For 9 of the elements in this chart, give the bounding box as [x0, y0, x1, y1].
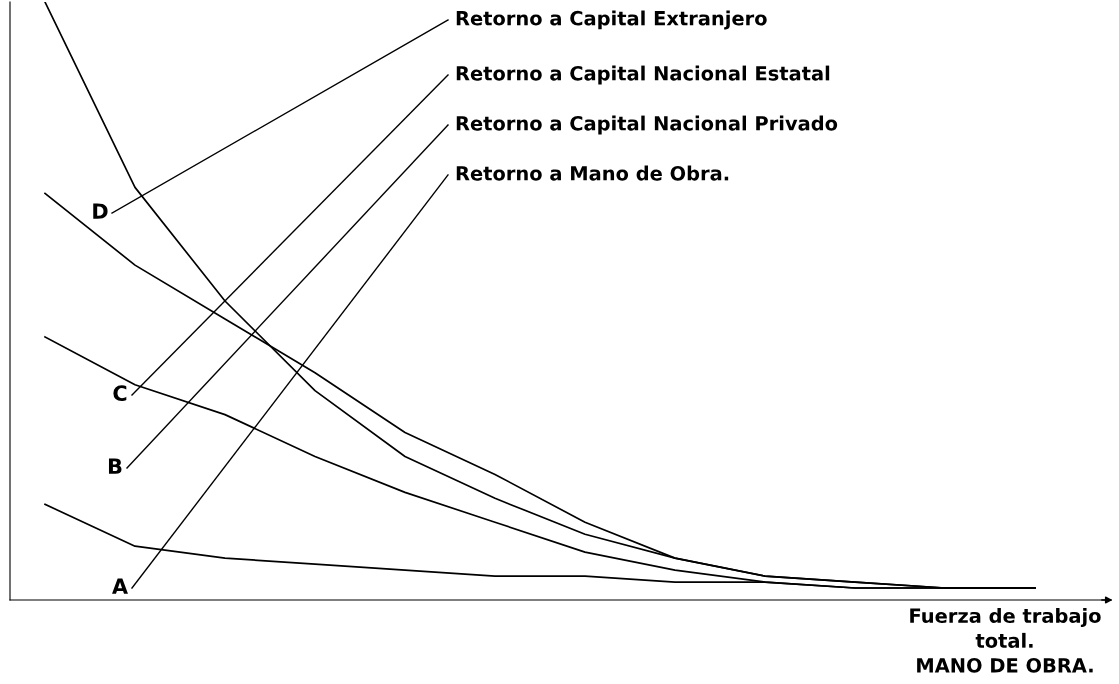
annotation: C: [113, 385, 127, 402]
annotation: Retorno a Mano de Obra.: [456, 165, 729, 181]
annotation: Retorno a Capital Nacional Privado: [456, 115, 838, 135]
x-axis-title: Fuerza de trabajo total. MANO DE OBRA.: [910, 608, 1101, 673]
annotation: A: [112, 578, 128, 594]
annotation: Retorno a Capital Nacional Estatal: [456, 65, 830, 85]
annotation: B: [108, 458, 122, 474]
annotation: Retorno a Capital Extranjero: [456, 10, 767, 30]
annotation: D: [93, 203, 108, 219]
